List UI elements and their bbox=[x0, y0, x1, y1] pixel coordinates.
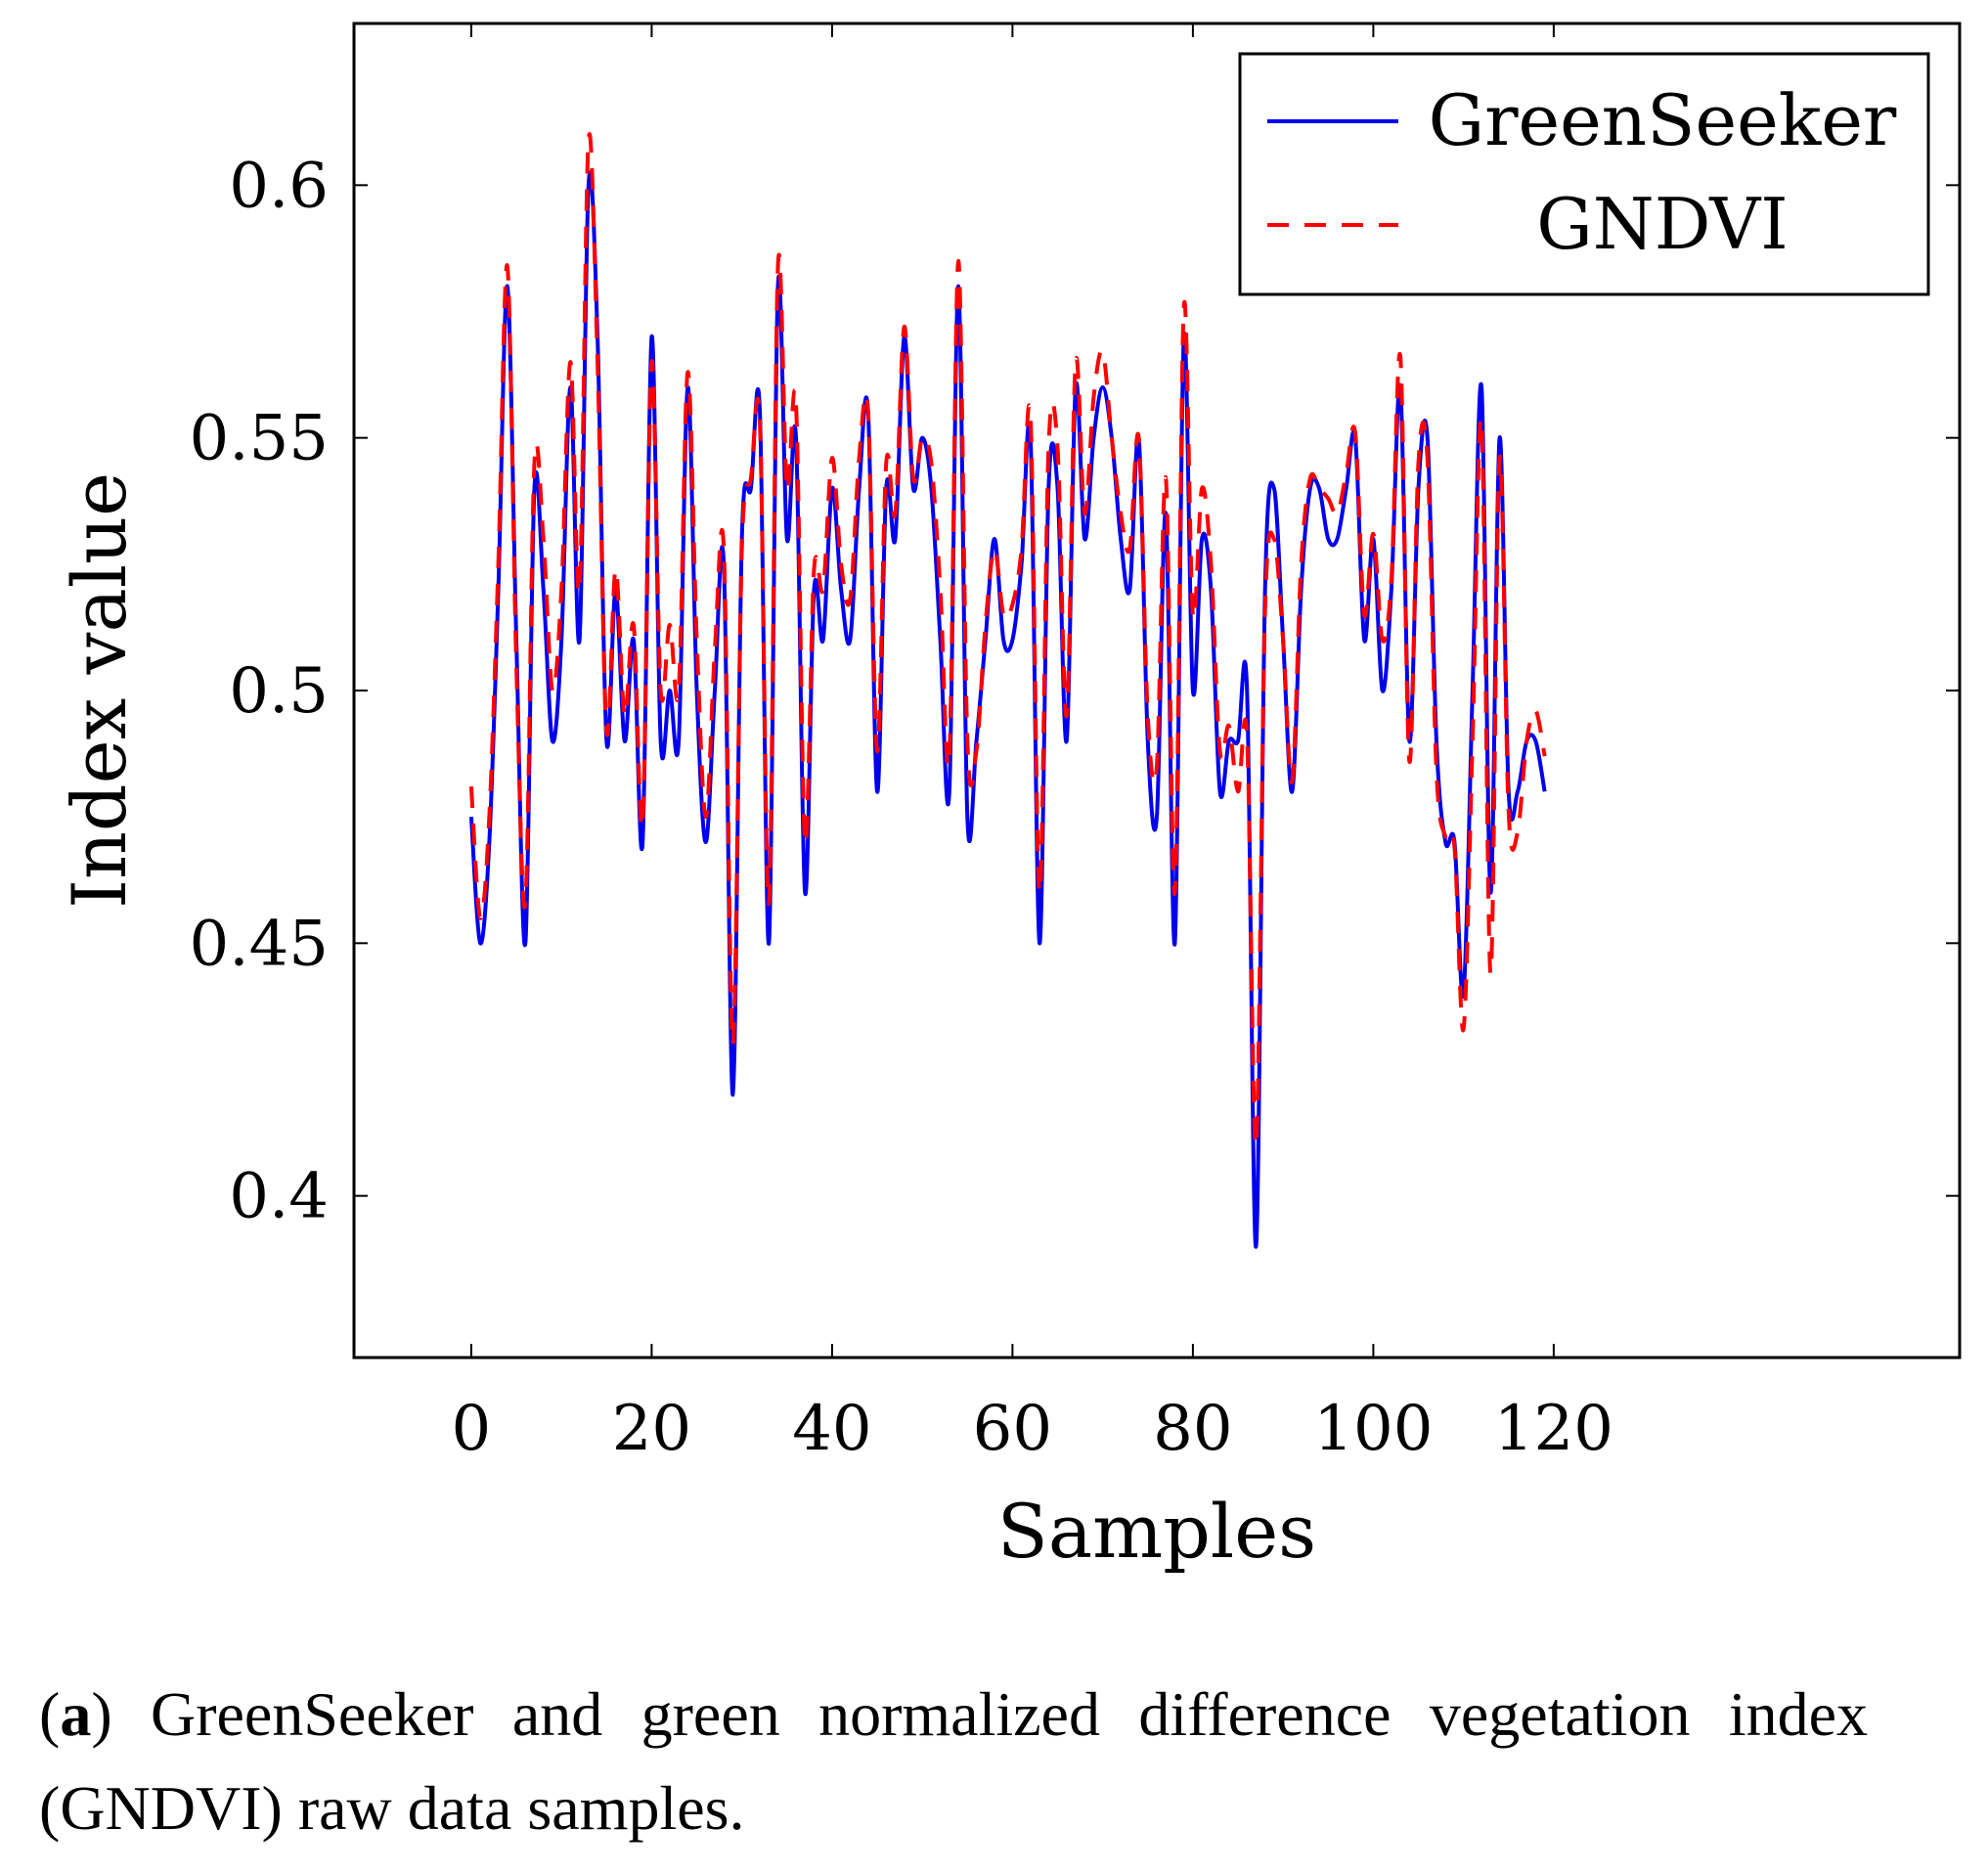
tick-labels: 0 20 40 60 80 100 120 0.4 0.45 0.5 0.55 0.6 bbox=[190, 150, 1613, 1465]
legend-box bbox=[1238, 52, 1930, 296]
x-tick-label: 60 bbox=[973, 1393, 1052, 1465]
y-tick-label: 0.45 bbox=[190, 908, 330, 980]
legend-label-gndvi: GNDVI bbox=[1536, 183, 1788, 265]
x-tick-label: 80 bbox=[1153, 1393, 1232, 1465]
y-tick-label: 0.4 bbox=[229, 1161, 329, 1233]
y-tick-label: 0.6 bbox=[229, 150, 329, 222]
series-line-gndvi bbox=[468, 132, 1547, 1148]
y-tick-label: 0.55 bbox=[190, 403, 330, 475]
figure-caption: (a) GreenSeeker and green normalized dif… bbox=[39, 1668, 1868, 1855]
caption-text: GreenSeeker and green normalized differe… bbox=[39, 1679, 1868, 1843]
x-axis-label: Samples bbox=[997, 1488, 1316, 1575]
x-tick-label: 120 bbox=[1494, 1393, 1613, 1465]
x-tick-label: 100 bbox=[1313, 1393, 1433, 1465]
series-layer bbox=[468, 132, 1547, 1249]
x-tick-label: 20 bbox=[612, 1393, 691, 1465]
series-line-greenseeker bbox=[468, 170, 1547, 1249]
legend: GreenSeeker GNDVI bbox=[1238, 52, 1930, 296]
legend-label-greenseeker: GreenSeeker bbox=[1429, 79, 1897, 161]
plot-frame bbox=[352, 22, 1962, 1360]
caption-open-paren: ( bbox=[39, 1679, 61, 1749]
x-tick-label: 0 bbox=[452, 1393, 492, 1465]
y-axis-label: Index value bbox=[56, 472, 143, 909]
x-tick-label: 40 bbox=[792, 1393, 871, 1465]
axis-ticks bbox=[354, 23, 1960, 1358]
caption-close-paren: ) bbox=[91, 1679, 112, 1749]
caption-label: a bbox=[60, 1679, 92, 1749]
y-tick-label: 0.5 bbox=[229, 655, 329, 728]
